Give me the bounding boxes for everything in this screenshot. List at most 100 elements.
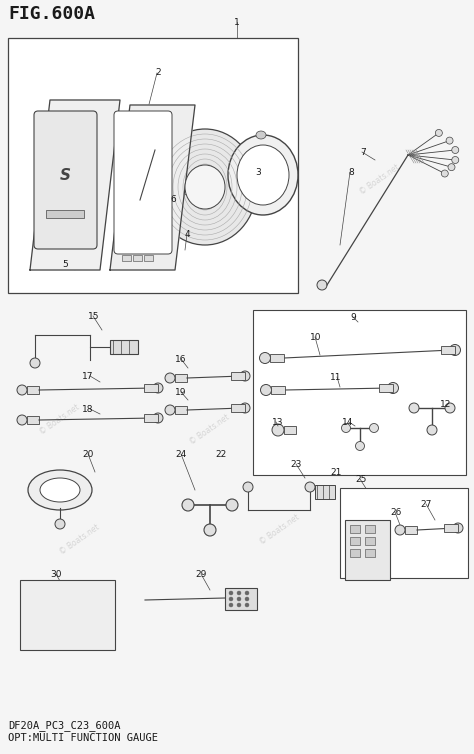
- Text: 21: 21: [330, 468, 341, 477]
- Circle shape: [395, 525, 405, 535]
- Text: 19: 19: [175, 388, 186, 397]
- Bar: [284, 426, 296, 434]
- Circle shape: [388, 382, 399, 394]
- Bar: [365, 525, 375, 533]
- Text: OPT:MULTI FUNCTION GAUGE: OPT:MULTI FUNCTION GAUGE: [8, 733, 158, 743]
- Circle shape: [17, 415, 27, 425]
- Bar: [375, 491, 387, 499]
- Bar: [144, 384, 158, 392]
- Circle shape: [153, 413, 163, 423]
- Bar: [231, 404, 245, 412]
- Bar: [441, 346, 455, 354]
- Ellipse shape: [28, 470, 92, 510]
- Circle shape: [441, 170, 448, 177]
- Bar: [444, 524, 458, 532]
- Text: © Boats.net: © Boats.net: [398, 493, 442, 527]
- Text: 7: 7: [360, 148, 366, 157]
- Bar: [175, 374, 187, 382]
- Text: 2: 2: [155, 68, 161, 77]
- Text: 24: 24: [175, 450, 186, 459]
- Circle shape: [446, 137, 453, 144]
- Text: 10: 10: [310, 333, 321, 342]
- Text: 15: 15: [88, 312, 100, 321]
- Circle shape: [452, 157, 459, 164]
- Circle shape: [427, 425, 437, 435]
- Circle shape: [243, 482, 253, 492]
- Circle shape: [409, 403, 419, 413]
- Bar: [133, 255, 142, 261]
- Circle shape: [448, 164, 455, 170]
- Circle shape: [370, 424, 379, 433]
- Text: 14: 14: [342, 418, 354, 427]
- Text: 23: 23: [290, 460, 301, 469]
- Circle shape: [245, 603, 249, 607]
- Circle shape: [165, 405, 175, 415]
- Polygon shape: [30, 100, 120, 270]
- Circle shape: [30, 358, 40, 368]
- Bar: [350, 537, 360, 545]
- Bar: [350, 525, 360, 533]
- Bar: [365, 537, 375, 545]
- Circle shape: [17, 385, 27, 395]
- Ellipse shape: [185, 165, 225, 209]
- Text: 22: 22: [215, 450, 226, 459]
- Bar: [27, 416, 39, 424]
- Text: 20: 20: [82, 450, 93, 459]
- Text: 16: 16: [175, 355, 186, 364]
- Bar: [27, 386, 39, 394]
- Circle shape: [449, 345, 461, 355]
- Text: © Boats.net: © Boats.net: [38, 403, 82, 437]
- Text: 26: 26: [390, 508, 401, 517]
- Circle shape: [453, 523, 463, 533]
- Circle shape: [445, 403, 455, 413]
- Ellipse shape: [40, 478, 80, 502]
- Circle shape: [245, 597, 249, 601]
- Circle shape: [452, 146, 459, 154]
- FancyBboxPatch shape: [114, 111, 172, 254]
- Text: 3: 3: [255, 168, 261, 177]
- Ellipse shape: [153, 129, 257, 245]
- FancyBboxPatch shape: [34, 111, 97, 249]
- Text: © Boats.net: © Boats.net: [258, 513, 301, 547]
- Bar: [46, 210, 84, 218]
- Circle shape: [237, 597, 241, 601]
- Circle shape: [240, 371, 250, 381]
- Circle shape: [153, 383, 163, 393]
- Bar: [365, 549, 375, 557]
- Circle shape: [341, 424, 350, 433]
- Text: © Boats.net: © Boats.net: [188, 413, 232, 447]
- Text: 18: 18: [82, 405, 93, 414]
- Bar: [253, 310, 466, 475]
- Circle shape: [229, 591, 233, 595]
- Circle shape: [356, 442, 365, 450]
- Bar: [271, 386, 285, 394]
- Text: FIG.600A: FIG.600A: [8, 5, 95, 23]
- Text: 17: 17: [82, 372, 93, 381]
- Bar: [350, 549, 360, 557]
- Bar: [175, 406, 187, 414]
- Circle shape: [272, 424, 284, 436]
- Text: © Boats.net: © Boats.net: [368, 403, 411, 437]
- Bar: [379, 384, 393, 392]
- Text: 29: 29: [195, 570, 206, 579]
- Circle shape: [229, 597, 233, 601]
- Circle shape: [237, 591, 241, 595]
- Circle shape: [165, 373, 175, 383]
- Text: 27: 27: [420, 500, 431, 509]
- Bar: [225, 588, 257, 610]
- Text: 13: 13: [272, 418, 283, 427]
- Text: 6: 6: [170, 195, 176, 204]
- Circle shape: [259, 353, 271, 363]
- Ellipse shape: [228, 135, 298, 215]
- Bar: [122, 255, 131, 261]
- Bar: [270, 354, 284, 362]
- Bar: [8, 38, 298, 293]
- Circle shape: [237, 603, 241, 607]
- Text: 4: 4: [185, 230, 191, 239]
- Text: 30: 30: [50, 570, 62, 579]
- Text: © Boats.net: © Boats.net: [358, 163, 401, 197]
- Ellipse shape: [256, 131, 266, 139]
- Text: © Boats.net: © Boats.net: [178, 203, 222, 237]
- Text: 5: 5: [62, 260, 68, 269]
- Circle shape: [365, 490, 375, 500]
